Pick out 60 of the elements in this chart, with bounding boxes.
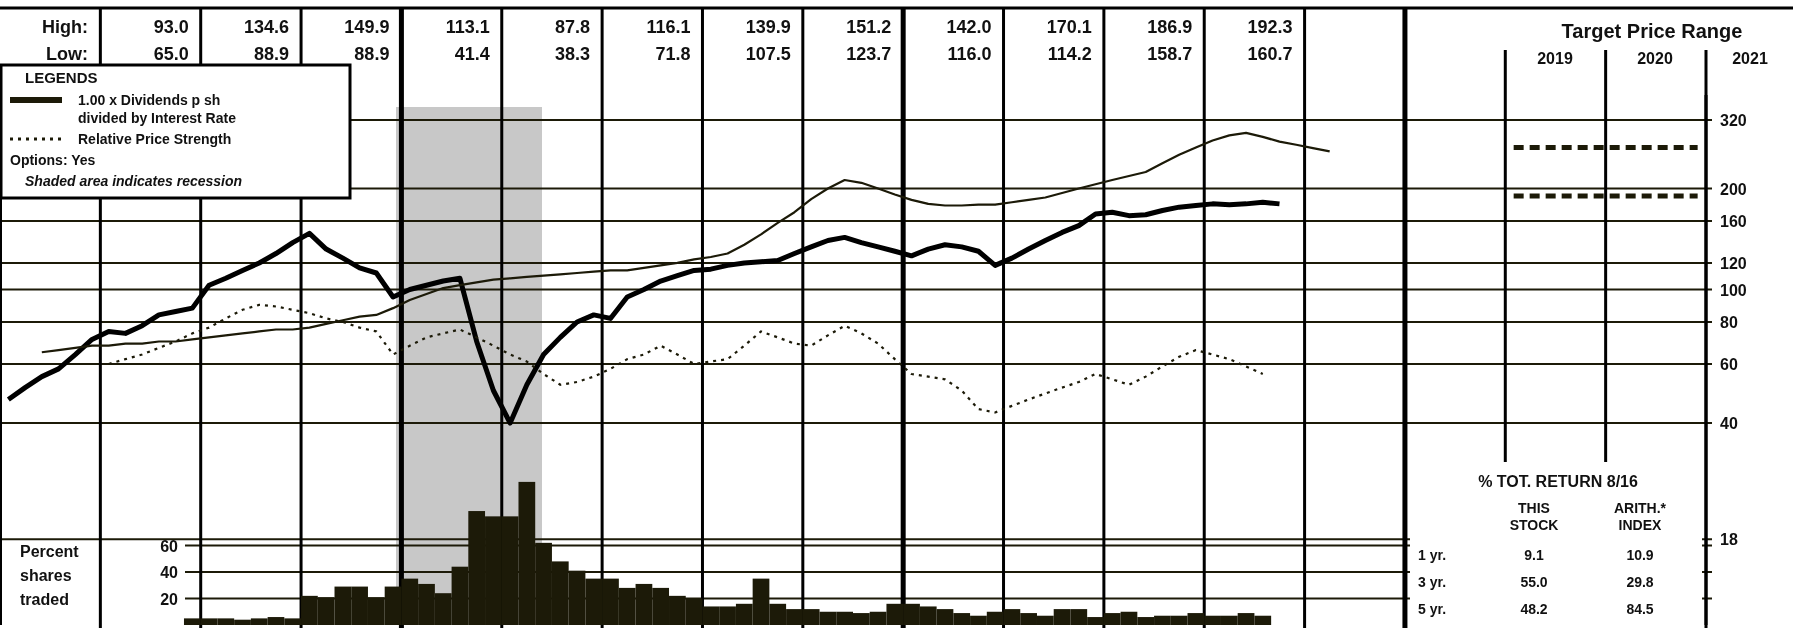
y2-tick-label: 60 [160, 537, 179, 555]
annotation: 1 yr. [1418, 547, 1447, 563]
text: 38.3 [555, 44, 591, 64]
text: 116.1 [646, 17, 691, 37]
text: 142.0 [946, 17, 992, 37]
annotation: 48.2 [1520, 601, 1548, 617]
annotation: 55.0 [1520, 574, 1548, 590]
legend-title: LEGENDS [25, 69, 98, 86]
text: 170.1 [1046, 17, 1092, 37]
y-tick-label: 60 [1720, 355, 1738, 373]
text: High: [42, 17, 88, 37]
annotation: 10.9 [1626, 547, 1654, 563]
y-tick-label: 120 [1720, 254, 1747, 272]
text: 71.8 [655, 44, 691, 64]
text: Target Price Range [1561, 20, 1743, 42]
text: Low: [46, 44, 88, 64]
legend-label: 1.00 x Dividends p sh divided by Interest Rate [78, 92, 237, 126]
text: 41.4 [454, 44, 490, 64]
text: 149.9 [344, 17, 390, 37]
y-tick-label: 320 [1720, 112, 1747, 130]
annotation: % TOT. RETURN 8/16 [1478, 473, 1638, 490]
text: 2019 [1537, 50, 1573, 67]
y2-tick-label: 20 [160, 590, 179, 608]
text: 160.7 [1247, 44, 1293, 64]
text: 116.0 [947, 44, 992, 64]
annotation: Options: Yes [10, 152, 96, 168]
text: 65.0 [153, 44, 189, 64]
text: 114.2 [1047, 44, 1092, 64]
y-tick-label: 200 [1720, 180, 1747, 198]
text: 2020 [1637, 50, 1673, 67]
annotation: 5 yr. [1418, 601, 1447, 617]
annotation: Shaded area indicates recession [25, 173, 243, 189]
annotation: 29.8 [1626, 574, 1654, 590]
annotation: 84.5 [1626, 601, 1654, 617]
annotation: ARITH.* INDEX [1613, 500, 1667, 533]
text: 88.9 [354, 44, 390, 64]
annotation: 9.1 [1524, 547, 1544, 563]
text: 107.5 [745, 44, 791, 64]
text: 134.6 [244, 17, 290, 37]
text: 123.7 [846, 44, 892, 64]
text: 139.9 [745, 17, 791, 37]
annotation: THIS STOCK [1509, 500, 1559, 533]
text: 158.7 [1147, 44, 1193, 64]
text: 87.8 [555, 17, 591, 37]
text: 2021 [1732, 50, 1768, 67]
y-tick-label: 80 [1720, 314, 1738, 332]
y2-tick-label: 40 [160, 564, 179, 581]
y-tick-label: 40 [1720, 415, 1738, 433]
y-tick-label: 160 [1720, 213, 1747, 231]
text: 88.9 [254, 44, 290, 64]
text: 192.3 [1247, 17, 1293, 37]
y-tick-label: 100 [1720, 281, 1747, 299]
text: 186.9 [1147, 17, 1193, 37]
text: 151.2 [846, 17, 892, 37]
text: 93.0 [153, 17, 189, 37]
y2-axis-title: Percent shares traded [20, 543, 80, 608]
y-tick-label: 18 [1720, 531, 1738, 549]
legend-label: Relative Price Strength [78, 131, 232, 147]
text: 113.1 [445, 17, 490, 37]
annotation: 3 yr. [1418, 574, 1447, 590]
